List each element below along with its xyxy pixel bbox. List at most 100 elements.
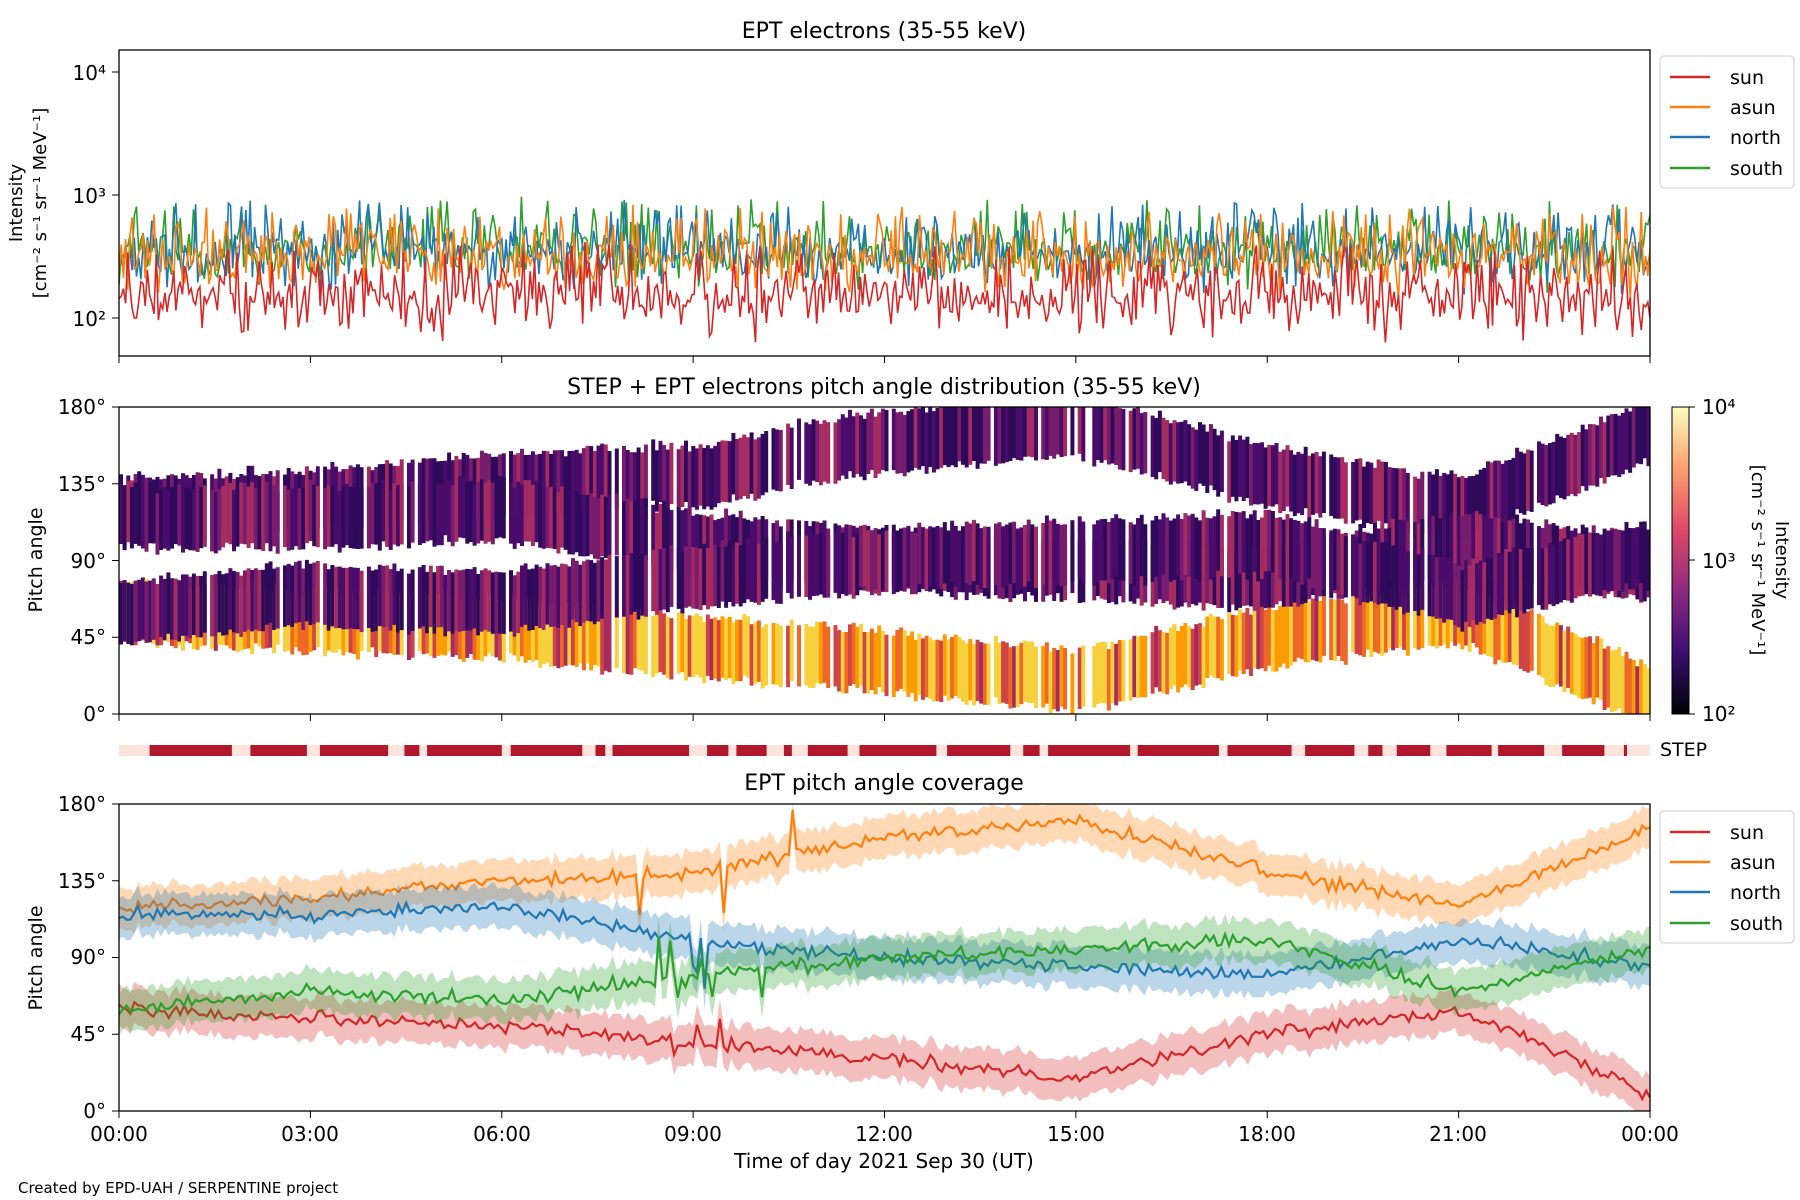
step-coverage-segment [612,745,689,756]
heatmap-cell-sun [1004,642,1009,704]
heatmap-cell-asun [1187,424,1192,486]
heatmap-cell-north [1496,518,1501,580]
heatmap-cell-south [1599,534,1603,597]
heatmap-cell-asun [1296,451,1301,514]
heatmap-cell-south [246,568,251,630]
heatmap-cell-sun [1573,633,1578,696]
heatmap-cell-north [1263,546,1268,609]
colorbar-label-line1: Intensity [1771,521,1792,600]
heatmap-cell-south [636,558,641,620]
heatmap-cell-north [1500,522,1505,584]
heatmap-cell-asun [735,439,739,501]
heatmap-cell-north [468,480,473,543]
heatmap-cell-sun [1620,656,1625,714]
heatmap-cell-north [436,483,441,546]
heatmap-cell-north [534,480,539,543]
heatmap-cell-north [461,476,466,539]
heatmap-cell-south [534,564,539,626]
heatmap-cell-sun [724,618,729,680]
heatmap-cell-sun [1380,594,1385,656]
heatmap-cell-south [458,570,462,632]
heatmap-cell-asun [1380,461,1385,523]
heatmap-cell-sun [1555,622,1560,684]
heatmap-cell-asun [1555,434,1560,496]
heatmap-cell-south [1602,528,1607,590]
heatmap-cell-asun [939,407,944,468]
heatmap-cell-north [574,490,579,553]
heatmap-cell-north [556,492,561,554]
panel3-xticks [118,1111,1651,1118]
panel3-ytick-label: 180° [58,792,106,816]
heatmap-cell-south [764,537,769,599]
heatmap-cell-south [578,564,583,627]
heatmap-cell-north [122,488,127,551]
series-line-south [119,930,1650,1015]
heatmap-cell-sun [1103,642,1108,704]
heatmap-cell-asun [753,439,758,501]
heatmap-cell-asun [589,446,594,508]
heatmap-cell-sun [848,624,852,686]
heatmap-cell-sun [993,636,998,698]
heatmap-cell-south [1132,524,1137,586]
step-coverage-segment [149,745,232,756]
heatmap-cell-sun [1383,591,1388,653]
heatmap-cell-asun [541,450,546,513]
heatmap-cell-south [877,534,882,596]
heatmap-cell-sun [727,616,732,679]
heatmap-cell-sun [651,615,656,678]
heatmap-cell-sun [680,610,685,673]
heatmap-cell-asun [1318,456,1323,518]
heatmap-cell-south [607,554,612,617]
heatmap-cell-north [421,481,426,544]
heatmap-cell-sun [859,624,863,686]
heatmap-cell-north [560,486,565,548]
heatmap-cell-asun [942,407,947,466]
heatmap-cell-south [1219,514,1224,577]
heatmap-cell-north [665,508,670,570]
heatmap-cell-south [975,523,980,585]
heatmap-cell-south [859,525,863,588]
legend-box [1659,55,1795,189]
heatmap-cell-south [596,560,601,622]
heatmap-cell-asun [694,448,699,510]
heatmap-cell-asun [1351,462,1356,524]
heatmap-cell-south [235,572,240,634]
heatmap-cell-sun [545,601,550,663]
heatmap-cell-sun [1208,613,1213,676]
heatmap-cell-south [487,570,492,632]
heatmap-cell-north [1507,520,1512,582]
heatmap-cell-south [709,545,714,607]
heatmap-cell-asun [1500,463,1505,526]
heatmap-cell-south [585,559,590,621]
heatmap-cell-asun [716,441,721,504]
heatmap-cell-south [1249,514,1253,576]
heatmap-cell-south [1092,524,1097,586]
heatmap-cell-sun [1274,610,1279,672]
heatmap-cell-sun [778,625,783,688]
heatmap-cell-south [170,578,174,640]
heatmap-cell-sun [1285,607,1290,669]
heatmap-cell-south [1456,565,1461,628]
panel1-ytick-label: 10² [73,307,106,331]
heatmap-cell-asun [1362,466,1366,528]
heatmap-cell-asun [1201,424,1206,486]
heatmap-cell-asun [1154,417,1159,480]
heatmap-cell-south [581,561,586,623]
heatmap-cell-asun [1008,407,1013,461]
heatmap-cell-sun [1267,604,1272,666]
heatmap-cell-south [181,574,185,636]
heatmap-cell-south [1198,520,1202,582]
heatmap-cell-south [1544,548,1549,610]
heatmap-cell-sun [804,624,809,686]
heatmap-cell-south [538,566,543,629]
heatmap-cell-asun [826,422,831,484]
legend-label-sun: sun [1730,822,1764,844]
heatmap-cell-south [1416,554,1421,616]
heatmap-cell-north [662,500,667,563]
heatmap-cell-asun [1478,469,1483,532]
heatmap-cell-north [308,479,313,542]
heatmap-cell-asun [1496,460,1501,522]
step-coverage-segment [736,745,767,756]
heatmap-cell-sun [1245,607,1250,670]
heatmap-cell-south [1307,517,1312,579]
